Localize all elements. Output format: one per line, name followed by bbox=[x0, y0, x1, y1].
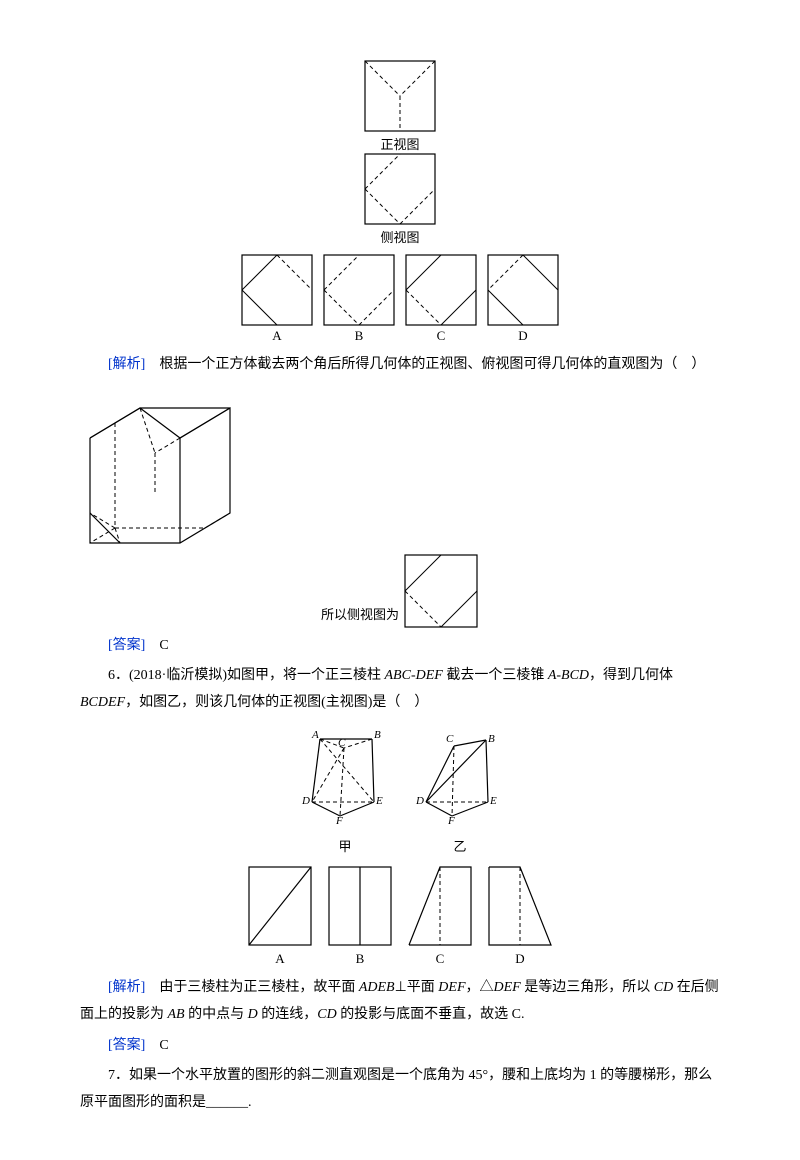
solid-figure bbox=[80, 383, 720, 553]
analysis-6: [解析] 由于三棱柱为正三棱柱，故平面 ADEB⊥平面 DEF，△DEF 是等边… bbox=[80, 975, 720, 1028]
q6-opt-c-label: C bbox=[436, 951, 445, 967]
options-row-1: A B C bbox=[80, 254, 720, 344]
yi-label: 乙 bbox=[453, 836, 466, 855]
q6-cone: A-BCD bbox=[548, 668, 589, 683]
option-b-fig: B bbox=[323, 254, 395, 344]
side-view-figure: 侧视图 bbox=[80, 153, 720, 246]
q6-t3: ，得到几何体 bbox=[589, 668, 673, 683]
q6-options-row: A B C D bbox=[80, 863, 720, 967]
option-a-fig: A bbox=[241, 254, 313, 344]
q6-opt-a: A bbox=[245, 863, 315, 967]
q6-t1: 如图甲，将一个正三棱柱 bbox=[227, 668, 381, 683]
q6-opt-a-label: A bbox=[275, 951, 284, 967]
analysis-text: 根据一个正方体截去两个角后所得几何体的正视图、俯视图可得几何体的直观图为（ ） bbox=[159, 357, 705, 372]
jia-label: 甲 bbox=[338, 836, 351, 855]
front-view-label: 正视图 bbox=[380, 134, 419, 153]
q6-opt-d: D bbox=[485, 863, 555, 967]
q6-opt-b: B bbox=[325, 863, 395, 967]
svg-text:E: E bbox=[489, 795, 497, 807]
svg-text:A: A bbox=[311, 729, 319, 741]
answer-6: [答案] C bbox=[80, 1033, 720, 1060]
svg-text:D: D bbox=[415, 795, 424, 807]
svg-text:C: C bbox=[446, 733, 454, 745]
option-c-label: C bbox=[437, 328, 446, 344]
q6-t4: ，如图乙，则该几何体的正视图(主视图)是（ ） bbox=[125, 695, 428, 710]
option-a-label: A bbox=[272, 328, 281, 344]
svg-text:B: B bbox=[488, 733, 495, 745]
analysis6-label: [解析] bbox=[108, 980, 145, 995]
q6-body: BCDEF bbox=[80, 695, 125, 710]
answer-5: [答案] C bbox=[80, 633, 720, 660]
front-view-svg bbox=[364, 60, 436, 132]
fig-yi: C B D F E 乙 bbox=[410, 724, 510, 855]
q6-number: 6． bbox=[108, 668, 129, 683]
svg-text:D: D bbox=[301, 795, 310, 807]
q7-number: 7． bbox=[108, 1068, 129, 1083]
q6-opt-d-label: D bbox=[515, 951, 524, 967]
svg-text:B: B bbox=[374, 729, 381, 741]
svg-text:F: F bbox=[447, 815, 455, 827]
q6-opt-c: C bbox=[405, 863, 475, 967]
side-view-label: 侧视图 bbox=[380, 227, 419, 246]
therefore-text: 所以侧视图为 bbox=[321, 604, 399, 629]
svg-text:E: E bbox=[375, 795, 383, 807]
question-7: 7．如果一个水平放置的图形的斜二测直观图是一个底角为 45°，腰和上底均为 1 … bbox=[80, 1063, 720, 1116]
analysis-1: [解析] 根据一个正方体截去两个角后所得几何体的正视图、俯视图可得几何体的直观图… bbox=[80, 352, 720, 379]
question-6: 6．(2018·临沂模拟)如图甲，将一个正三棱柱 ABC-DEF 截去一个三棱锥… bbox=[80, 663, 720, 716]
option-d-fig: D bbox=[487, 254, 559, 344]
fig-jia: A C B D F E 甲 bbox=[290, 724, 400, 855]
q6-figures: A C B D F E 甲 bbox=[80, 724, 720, 855]
option-b-label: B bbox=[355, 328, 364, 344]
front-view-figure: 正视图 bbox=[80, 60, 720, 153]
q7-text: 如果一个水平放置的图形的斜二测直观图是一个底角为 45°，腰和上底均为 1 的等… bbox=[80, 1068, 712, 1110]
answer6-value: C bbox=[159, 1038, 168, 1053]
q6-opt-b-label: B bbox=[356, 951, 365, 967]
answer-value: C bbox=[159, 638, 168, 653]
q6-prism: ABC-DEF bbox=[385, 668, 443, 683]
answer-label: [答案] bbox=[108, 638, 145, 653]
option-c-fig: C bbox=[405, 254, 477, 344]
q6-source: (2018·临沂模拟) bbox=[129, 668, 227, 683]
side-view-svg bbox=[364, 153, 436, 225]
svg-text:F: F bbox=[335, 815, 343, 827]
q6-t2: 截去一个三棱锥 bbox=[446, 668, 544, 683]
option-d-label: D bbox=[518, 328, 527, 344]
analysis-label: [解析] bbox=[108, 357, 145, 372]
therefore-side-view: 所以侧视图为 bbox=[80, 553, 720, 629]
answer6-label: [答案] bbox=[108, 1038, 145, 1053]
